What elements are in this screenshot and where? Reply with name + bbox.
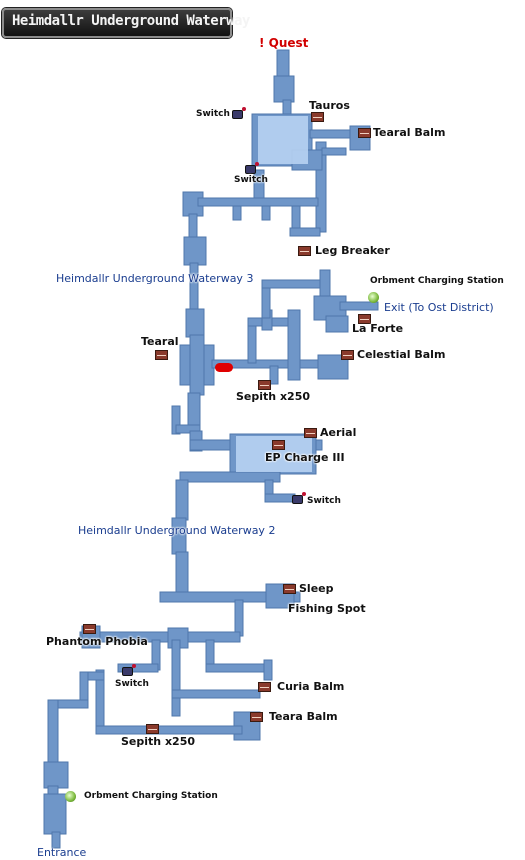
chest-label-sepith-low: Sepith x250 <box>121 735 196 748</box>
chest-label-sleep: Sleep <box>299 582 334 595</box>
treasure-chest-icon <box>298 246 311 256</box>
quest-label: ! Quest <box>259 36 309 50</box>
chest-label-tauros: Tauros <box>309 99 350 112</box>
switch-lever-icon <box>245 162 259 174</box>
treasure-chest-icon <box>83 624 96 634</box>
treasure-chest-icon <box>155 350 168 360</box>
chest-label-la-forte: La Forte <box>352 322 404 335</box>
map-title-plate: Heimdallr Underground Waterway <box>2 8 250 38</box>
switch-lever-icon <box>122 664 136 676</box>
treasure-chest-icon <box>341 350 354 360</box>
chest-label-curia-balm: Curia Balm <box>277 680 345 693</box>
treasure-chest-icon <box>358 314 371 324</box>
treasure-chest-icon <box>311 112 324 122</box>
orbment-station-label: Orbment Charging Station <box>84 791 218 801</box>
switch-label: Switch <box>234 175 268 185</box>
treasure-chest-icon <box>358 128 371 138</box>
treasure-chest-icon <box>272 440 285 450</box>
treasure-chest-icon <box>146 724 159 734</box>
chest-label-tearal: Tearal <box>141 335 179 348</box>
orbment-charging-icon <box>65 791 76 802</box>
chest-label-tearal-balm: Tearal Balm <box>373 126 446 139</box>
exit-label: Exit (To Ost District) <box>384 301 494 314</box>
area-label-waterway-3: Heimdallr Underground Waterway 3 <box>56 272 254 285</box>
orbment-station-label: Orbment Charging Station <box>370 276 504 286</box>
treasure-chest-icon <box>258 380 271 390</box>
area-label-waterway-2: Heimdallr Underground Waterway 2 <box>78 524 276 537</box>
chest-label-teara-balm: Teara Balm <box>269 710 338 723</box>
orbment-charging-icon <box>368 292 379 303</box>
treasure-chest-icon <box>250 712 263 722</box>
switch-lever-icon <box>232 107 246 119</box>
current-position-marker <box>215 363 233 372</box>
chest-label-leg-breaker: Leg Breaker <box>315 244 390 257</box>
chest-label-celestial-balm: Celestial Balm <box>357 348 446 361</box>
chest-label-phantom-phobia: Phantom Phobia <box>46 635 148 648</box>
map-title: Heimdallr Underground Waterway <box>12 13 250 29</box>
chest-label-aerial: Aerial <box>320 426 357 439</box>
treasure-chest-icon <box>258 682 271 692</box>
switch-label: Switch <box>196 109 230 119</box>
entrance-label: Entrance <box>37 846 87 859</box>
switch-label: Switch <box>307 496 341 506</box>
treasure-chest-icon <box>304 428 317 438</box>
treasure-chest-icon <box>283 584 296 594</box>
fishing-spot-label: Fishing Spot <box>288 602 366 615</box>
switch-lever-icon <box>292 492 306 504</box>
switch-label: Switch <box>115 679 149 689</box>
chest-label-ep-charge: EP Charge III <box>265 451 345 464</box>
chest-label-sepith: Sepith x250 <box>236 390 311 403</box>
